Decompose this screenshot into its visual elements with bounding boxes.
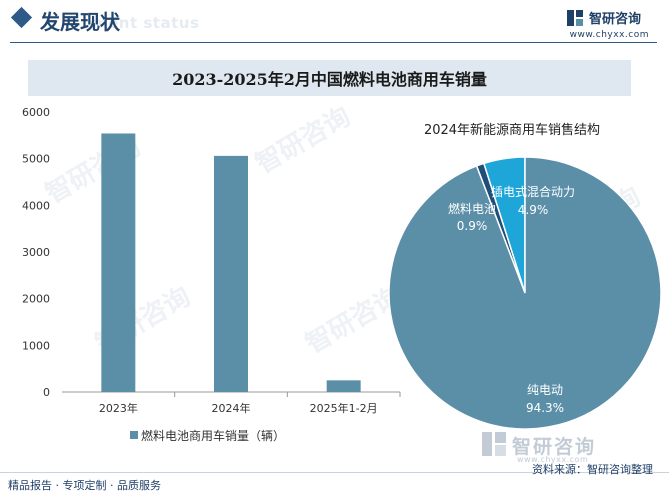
bottom-logo-icon <box>482 432 506 456</box>
page-title: 发展现状 <box>40 10 120 34</box>
bar-0 <box>101 133 136 392</box>
footer-tagline: 精品报告 · 专项定制 · 品质服务 <box>8 479 161 492</box>
brand[interactable]: 智研咨询 <box>566 8 641 27</box>
chart-title-band: 2023-2025年2月中国燃料电池商用车销量 <box>28 60 631 96</box>
y-tick-label: 4000 <box>22 199 50 212</box>
x-tick-label: 2024年 <box>212 401 251 415</box>
y-tick-label: 6000 <box>22 106 50 119</box>
y-tick-label: 2000 <box>22 293 50 306</box>
pie-pct-fuel-cell: 0.9% <box>457 219 488 233</box>
bar-chart: 0 1000 2000 3000 4000 5000 6000 2023年 2024年 2025年… <box>22 106 401 443</box>
header-divider <box>10 42 657 43</box>
brand-name: 智研咨询 <box>588 12 641 27</box>
bar-2 <box>326 380 361 392</box>
legend-swatch <box>130 431 138 439</box>
y-tick-label: 3000 <box>22 246 50 259</box>
brand-url[interactable]: www.chyxx.com <box>569 30 649 40</box>
bottom-brand-name: 智研咨询 <box>512 436 597 458</box>
footer: 精品报告 · 专项定制 · 品质服务 资料来源：智研咨询整理 <box>0 463 669 495</box>
pie-pct-pure-ev: 94.3% <box>526 401 564 415</box>
pie-label-fuel-cell: 燃料电池 <box>448 201 496 216</box>
bar-1 <box>214 155 248 392</box>
brand-logo-icon <box>566 9 583 26</box>
pie-pct-phev: 4.9% <box>518 203 549 217</box>
header: ment status 发展现状 <box>0 0 669 46</box>
bar-chart-title: 2023-2025年2月中国燃料电池商用车销量 <box>172 70 487 89</box>
footer-source: 资料来源：智研咨询整理 <box>532 463 653 476</box>
pie-title: 2024年新能源商用车销售结构 <box>424 122 600 138</box>
pie-label-phev: 插电式混合动力 <box>491 184 575 199</box>
y-tick-label: 1000 <box>22 339 50 352</box>
x-tick-label: 2025年1-2月 <box>310 401 378 415</box>
header-subtitle-en: ment status <box>92 14 200 32</box>
y-tick-label: 0 <box>43 386 50 399</box>
bottom-brand-url: www.chyxx.com <box>517 455 589 464</box>
y-tick-label: 5000 <box>22 153 50 166</box>
legend-label: 燃料电池商用车销量（辆） <box>141 428 285 443</box>
x-tick-label: 2023年 <box>99 401 138 415</box>
pie-label-pure-ev: 纯电动 <box>527 383 563 397</box>
pie-slice-2 <box>388 156 662 430</box>
